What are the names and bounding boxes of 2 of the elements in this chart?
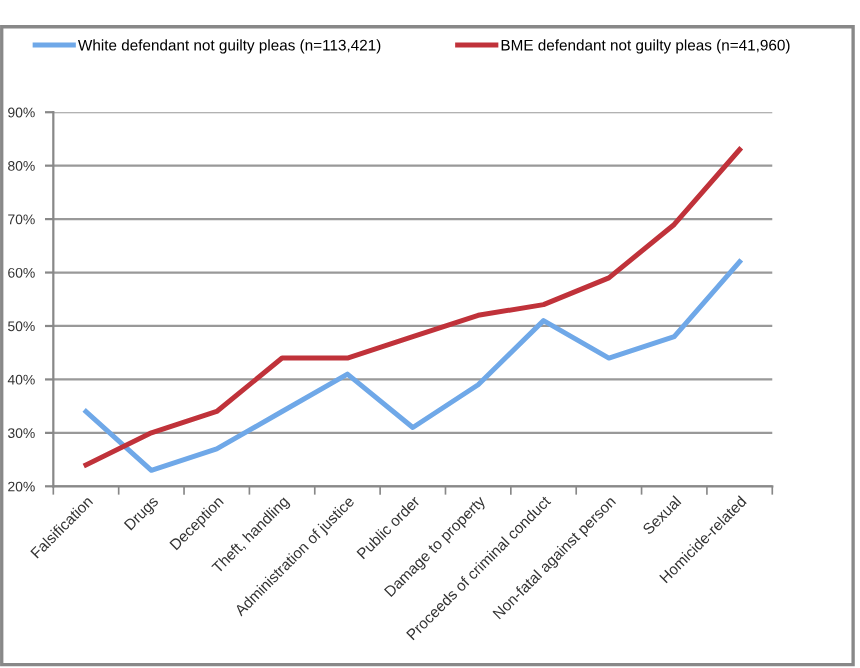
line-series: [83, 147, 743, 468]
line-series: [83, 259, 743, 473]
